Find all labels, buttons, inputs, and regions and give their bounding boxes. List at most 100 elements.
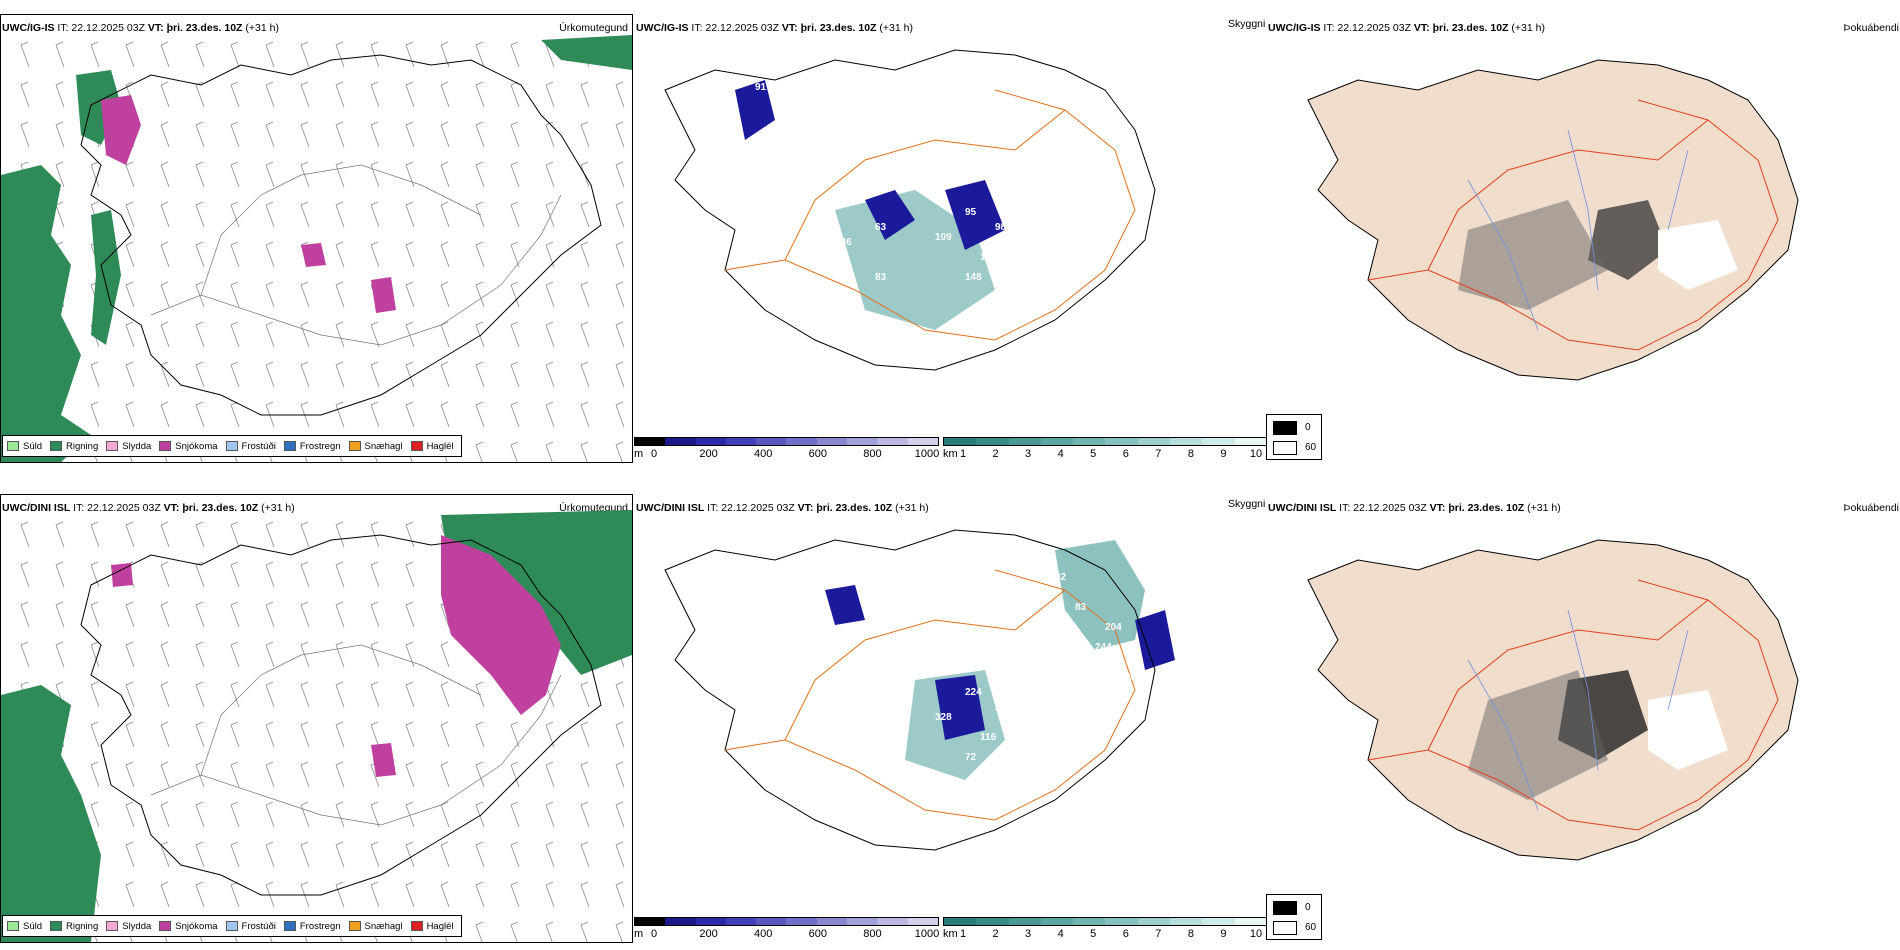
wind-barb xyxy=(370,401,380,428)
wind-barb xyxy=(195,721,205,748)
wind-barb xyxy=(265,201,275,228)
cloud-vis-map-1: 91 93 95 63 109 98 136 156 148 83 121 74 74 180 xyxy=(664,49,1156,388)
wind-barb xyxy=(510,801,520,828)
wind-barb xyxy=(510,921,519,942)
wind-barb xyxy=(335,761,345,788)
wind-barb xyxy=(405,361,415,388)
wind-barb xyxy=(440,641,450,668)
wind-barb xyxy=(125,321,135,348)
wind-barb xyxy=(335,881,345,908)
legend-label: Frostúði xyxy=(241,440,276,452)
wind-barb xyxy=(475,281,485,308)
wind-barb xyxy=(125,601,135,628)
vis-label-1: Skyggni xyxy=(1228,18,1266,30)
cloud-base-value: 204 xyxy=(1105,622,1122,633)
wind-barb xyxy=(195,681,205,708)
wind-barb xyxy=(265,601,275,628)
colorbar-unit: m xyxy=(634,928,644,940)
colorbar-segment xyxy=(1137,438,1171,445)
wind-barb xyxy=(230,521,240,548)
wind-barb xyxy=(370,801,380,828)
legend-swatch xyxy=(283,921,296,931)
wind-barb xyxy=(405,321,415,348)
colorbar-strip xyxy=(634,917,939,926)
colorbar-tick: 7 xyxy=(1155,928,1162,940)
wind-barb xyxy=(160,161,170,188)
colorbar-segment xyxy=(944,438,977,445)
iceland-coast xyxy=(80,534,602,896)
wind-barb xyxy=(440,721,450,748)
cloud-base-value: 252 xyxy=(935,662,952,673)
valid-time: VT: þri. 23.des. 10Z xyxy=(163,502,259,514)
wind-barb xyxy=(265,281,275,308)
wind-barb xyxy=(405,81,415,108)
wind-barb xyxy=(195,561,205,588)
cloud-title-2: UWC/DINI ISL IT: 22.12.2025 03Z VT: þri.… xyxy=(636,502,929,514)
wind-barb xyxy=(20,601,30,628)
colorbar-tick: 1 xyxy=(959,448,967,460)
wind-barb xyxy=(160,761,170,788)
wind-barb xyxy=(230,321,240,348)
wind-barb xyxy=(55,601,65,628)
legend-swatch xyxy=(410,441,423,451)
colorbar-segment xyxy=(1073,438,1106,445)
wind-barb xyxy=(230,241,240,268)
wind-barb xyxy=(475,201,485,228)
lead-time: (+31 h) xyxy=(879,22,913,34)
wind-barb xyxy=(405,841,415,868)
legend-swatch xyxy=(7,921,19,931)
wind-barb xyxy=(125,681,135,708)
wind-barb xyxy=(405,201,415,228)
colorbar-segment xyxy=(756,438,787,445)
colorbar-unit: m xyxy=(634,448,644,460)
wind-barb xyxy=(475,881,485,908)
wind-barb xyxy=(440,401,450,428)
colorbar-tick: 200 xyxy=(699,448,718,460)
fog-title-2: UWC/DINI ISL IT: 22.12.2025 03Z VT: þri.… xyxy=(1268,502,1561,514)
wind-barb xyxy=(510,161,520,188)
wind-barb xyxy=(615,761,625,788)
wind-barb xyxy=(160,121,170,148)
wind-barb xyxy=(615,921,624,942)
wind-barb xyxy=(20,121,30,148)
wind-barb xyxy=(440,361,450,388)
colorbar-segment xyxy=(635,918,666,925)
colorbar-segment xyxy=(695,438,726,445)
cloud-base-value: 82 xyxy=(885,822,897,833)
cloud-base-value: 72 xyxy=(965,752,977,763)
wind-barb xyxy=(160,361,170,388)
wind-barb xyxy=(580,761,590,788)
colorbar-tick: 600 xyxy=(808,928,827,940)
wind-barb xyxy=(405,161,415,188)
wind-barb xyxy=(265,681,275,708)
colorbar-tick: 600 xyxy=(808,448,827,460)
wind-barb xyxy=(265,721,275,748)
snow-area-ne xyxy=(441,535,561,715)
wind-barb xyxy=(300,841,310,868)
cloud-number-labels: 91 93 95 63 109 98 136 156 148 83 121 74 74 180 xyxy=(745,82,1007,388)
colorbar-tick: 9 xyxy=(1220,928,1227,940)
wind-barb xyxy=(405,281,415,308)
cloudbase-colorbar-1: m 0 200 400 600 800 1000 xyxy=(634,437,939,465)
wind-barb xyxy=(405,881,415,908)
wind-barb xyxy=(405,521,415,548)
wind-barb xyxy=(300,881,310,908)
valid-time: VT: þri. 23.des. 10Z xyxy=(781,22,877,34)
wind-barb xyxy=(265,321,275,348)
colorbar-segment xyxy=(816,918,848,925)
wind-barb xyxy=(160,41,170,68)
wind-barb xyxy=(580,281,590,308)
wind-barb xyxy=(580,841,590,868)
vis-area-ne xyxy=(1055,540,1145,650)
colorbar-unit: km xyxy=(943,448,958,460)
init-time: IT: 22.12.2025 03Z xyxy=(57,22,145,34)
legend-item: Snjókoma xyxy=(159,441,218,452)
cloud-base-value: 225 xyxy=(995,702,1012,713)
wind-barb xyxy=(55,81,65,108)
wind-barb xyxy=(545,801,555,828)
precip-legend-2: Súld Rigning Slydda Snjókoma Frostúði Frostre… xyxy=(2,915,462,937)
legend-item: Slydda xyxy=(106,441,151,452)
colorbar-segment xyxy=(944,918,977,925)
wind-barb xyxy=(160,521,170,548)
fog-legend-swatch xyxy=(1273,921,1297,935)
